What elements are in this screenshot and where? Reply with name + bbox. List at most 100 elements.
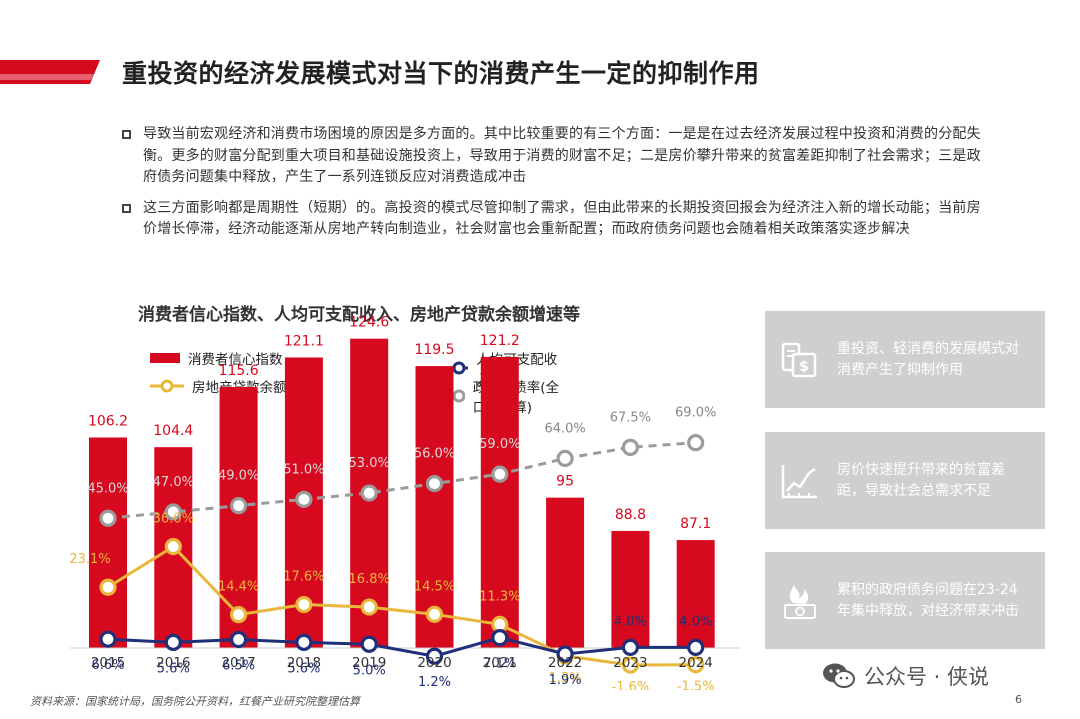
x-tick-label: 2023 <box>613 655 647 671</box>
x-tick-label: 2017 <box>221 655 255 671</box>
point-mortgage-growth <box>295 595 313 614</box>
point-income-growth <box>360 635 378 653</box>
data-label-government-debt: 49.0% <box>218 469 259 484</box>
point-income-growth <box>687 638 705 657</box>
line-government-debt <box>107 441 696 520</box>
bills-icon: $ <box>781 342 817 377</box>
legend-line-swatch-icon <box>442 389 465 403</box>
point-income-growth <box>425 647 444 665</box>
x-tick-label: 2018 <box>287 655 321 671</box>
line-mortgage-growth <box>107 544 696 667</box>
data-label-mortgage-growth: 17.6% <box>283 570 324 585</box>
point-government-debt <box>425 475 444 493</box>
bullet-item: 这三方面影响都是周期性（短期）的。高投资的模式尽管抑制了需求，但由此带来的长期投… <box>122 198 982 241</box>
data-label-mortgage-growth: 14.4% <box>218 580 259 595</box>
data-label-income-growth: 7.1% <box>483 657 516 672</box>
data-label-consumer-confidence: 106.2 <box>88 413 128 429</box>
bullet-item: 导致当前宏观经济和消费市场困境的原因是多方面的。其中比较重要的有三个方面：一是是… <box>122 124 982 189</box>
bar-consumer-confidence <box>480 356 519 648</box>
data-label-government-debt: 59.0% <box>479 437 520 452</box>
point-government-debt <box>687 434 705 452</box>
data-label-income-growth: 4.0% <box>679 614 712 629</box>
point-government-debt <box>230 497 248 515</box>
wechat-label: 公众号 · 侠说 <box>864 665 990 689</box>
point-income-growth <box>164 633 182 651</box>
data-label-government-debt: 56.0% <box>414 447 455 462</box>
wechat-account[interactable]: 公众号 · 侠说 <box>822 661 989 691</box>
point-mortgage-growth <box>687 656 705 674</box>
bullet-list: 导致当前宏观经济和消费市场困境的原因是多方面的。其中比较重要的有三个方面：一是是… <box>122 124 982 250</box>
svg-text:$: $ <box>799 359 809 375</box>
bullet-text: 这三方面影响都是周期性（短期）的。高投资的模式尽管抑制了需求，但由此带来的长期投… <box>143 199 981 238</box>
data-label-consumer-confidence: 124.6 <box>349 315 389 331</box>
source-note: 资料来源：国家统计局，国务院公开资料，红餐产业研究院整理估算 <box>30 695 360 708</box>
data-label-government-debt: 67.5% <box>610 410 651 425</box>
point-government-debt <box>164 503 182 521</box>
point-mortgage-growth <box>230 606 248 624</box>
burning-money-icon <box>784 584 816 619</box>
bar-consumer-confidence <box>676 540 715 648</box>
x-tick-label: 2015 <box>91 655 125 671</box>
point-mortgage-growth <box>621 656 640 674</box>
square-bullet-icon <box>122 203 131 213</box>
x-tick-label: 2021 <box>483 655 517 671</box>
panel-text: 重投资、轻消费的发展模式对消费产生了抑制作用 <box>837 340 1019 378</box>
data-label-income-growth: 1.9% <box>549 673 582 688</box>
insight-panel: 房价快速提升带来的贫富差距，导致社会总需求不足 <box>765 432 1045 529</box>
line-income-growth <box>107 636 696 658</box>
wechat-icon <box>823 663 855 688</box>
insight-panel: $ 重投资、轻消费的发展模式对消费产生了抑制作用 <box>765 311 1045 408</box>
panel-text: 累积的政府债务问题在23-24年集中释放，对经济带来冲击 <box>837 581 1019 619</box>
point-government-debt <box>556 449 574 467</box>
x-tick-label: 2024 <box>679 655 713 671</box>
panel-text: 房价快速提升带来的贫富差距，导致社会总需求不足 <box>837 461 1005 499</box>
x-tick-label: 2019 <box>352 655 386 671</box>
point-mortgage-growth <box>164 537 182 556</box>
square-bullet-icon <box>122 130 131 139</box>
data-label-income-growth: 6.6% <box>91 658 124 673</box>
point-income-growth <box>99 630 117 648</box>
point-income-growth <box>295 633 313 651</box>
legend-label: 消费者信心指数 <box>188 352 283 368</box>
bar-consumer-confidence <box>219 387 258 648</box>
data-label-consumer-confidence: 115.6 <box>219 363 259 379</box>
data-label-mortgage-growth: 23.1% <box>69 552 110 567</box>
point-mortgage-growth <box>360 598 378 616</box>
chart-title: 消费者信心指数、人均可支配收入、房地产贷款余额增速等 <box>138 305 580 325</box>
data-label-consumer-confidence: 88.8 <box>615 507 646 523</box>
x-tick-label: 2016 <box>156 655 190 671</box>
data-label-income-growth: 5.0% <box>353 663 386 678</box>
trend-chart-icon <box>781 464 817 498</box>
x-tick-label: 2022 <box>548 655 582 671</box>
point-government-debt <box>295 490 313 508</box>
bar-consumer-confidence <box>89 437 127 648</box>
data-label-consumer-confidence: 121.2 <box>480 333 520 349</box>
data-label-consumer-confidence: 121.1 <box>284 333 324 349</box>
data-label-consumer-confidence: 95 <box>556 474 574 490</box>
bullet-text: 导致当前宏观经济和消费市场困境的原因是多方面的。其中比较重要的有三个方面：一是是… <box>143 126 981 185</box>
legend-bar-swatch-icon <box>150 353 180 363</box>
point-government-debt <box>99 509 117 527</box>
data-label-government-debt: 51.0% <box>283 462 324 477</box>
data-label-mortgage-growth: -1.6% <box>612 680 650 690</box>
data-label-income-growth: 1.2% <box>418 675 451 690</box>
point-income-growth <box>230 630 248 649</box>
legend-item-confidence: 消费者信心指数 <box>150 348 283 368</box>
point-government-debt <box>621 438 640 456</box>
data-label-income-growth: 6.5% <box>222 659 255 674</box>
page-title: 重投资的经济发展模式对当下的消费产生一定的抑制作用 <box>122 59 760 88</box>
point-income-growth <box>491 629 509 647</box>
data-label-consumer-confidence: 119.5 <box>414 342 454 358</box>
data-label-consumer-confidence: 87.1 <box>680 516 711 532</box>
data-label-government-debt: 45.0% <box>87 481 128 496</box>
data-label-income-growth: 4.0% <box>614 614 647 629</box>
bar-consumer-confidence <box>415 366 454 648</box>
data-label-mortgage-growth: 14.5% <box>414 579 455 594</box>
data-label-government-debt: 53.0% <box>349 456 390 471</box>
data-label-government-debt: 64.0% <box>544 421 585 436</box>
x-tick-label: 2020 <box>417 655 451 671</box>
point-mortgage-growth <box>425 605 444 623</box>
data-label-government-debt: 69.0% <box>675 406 716 421</box>
header-accent-bar <box>0 60 100 84</box>
data-label-government-debt: 47.0% <box>153 475 194 490</box>
